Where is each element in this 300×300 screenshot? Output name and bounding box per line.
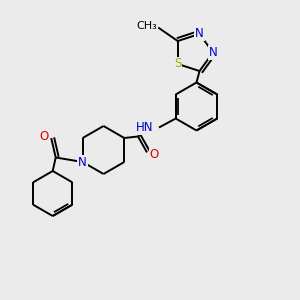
Text: N: N xyxy=(195,28,204,40)
Text: O: O xyxy=(150,148,159,161)
Text: CH₃: CH₃ xyxy=(136,21,157,31)
Text: N: N xyxy=(208,46,217,59)
Text: N: N xyxy=(78,155,87,169)
Text: O: O xyxy=(39,130,48,143)
Text: S: S xyxy=(174,58,182,70)
Text: HN: HN xyxy=(136,121,153,134)
